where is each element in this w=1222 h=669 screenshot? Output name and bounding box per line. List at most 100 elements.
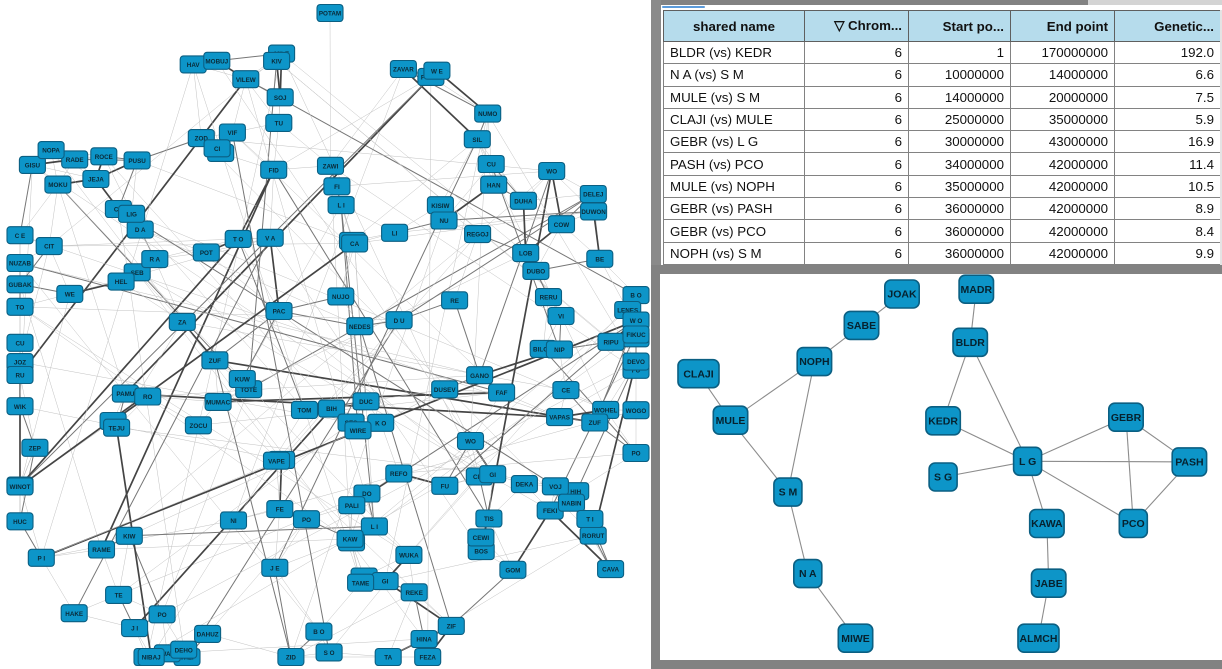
svg-text:KAW: KAW xyxy=(343,536,358,543)
svg-text:LOB: LOB xyxy=(519,251,533,258)
svg-text:RERU: RERU xyxy=(540,295,558,302)
svg-text:W O: W O xyxy=(630,318,643,325)
svg-text:RIPU: RIPU xyxy=(603,339,618,346)
svg-text:GI: GI xyxy=(382,579,389,586)
svg-text:PO: PO xyxy=(631,451,640,458)
svg-text:COW: COW xyxy=(554,222,569,229)
svg-text:P I: P I xyxy=(38,555,46,562)
svg-text:BOS: BOS xyxy=(474,549,488,556)
svg-text:DELEJ: DELEJ xyxy=(583,192,604,199)
svg-text:CA: CA xyxy=(350,241,360,248)
svg-text:DEHO: DEHO xyxy=(175,647,193,654)
svg-text:ZAVAR: ZAVAR xyxy=(393,67,414,74)
svg-text:PCO: PCO xyxy=(1122,518,1145,530)
svg-text:T I: T I xyxy=(586,517,594,524)
svg-text:S M: S M xyxy=(779,487,798,499)
svg-text:ZOCU: ZOCU xyxy=(189,423,207,430)
svg-text:CI: CI xyxy=(214,146,221,153)
svg-text:KUW: KUW xyxy=(235,377,250,384)
svg-text:PO: PO xyxy=(302,517,311,524)
svg-text:SOJ: SOJ xyxy=(274,95,287,102)
svg-text:TOM: TOM xyxy=(298,408,312,415)
svg-text:JOAK: JOAK xyxy=(887,289,917,301)
svg-text:RU: RU xyxy=(15,373,25,380)
svg-text:MOBUJ: MOBUJ xyxy=(205,58,228,65)
svg-text:RADE: RADE xyxy=(66,157,84,164)
svg-text:NIP: NIP xyxy=(554,347,565,354)
svg-text:MADR: MADR xyxy=(961,284,993,296)
svg-text:DUHA: DUHA xyxy=(514,198,533,205)
svg-text:GEBR: GEBR xyxy=(1111,412,1142,424)
svg-text:WIK: WIK xyxy=(14,404,27,411)
svg-text:HUC: HUC xyxy=(13,519,27,526)
svg-text:CIT: CIT xyxy=(44,244,54,251)
svg-text:NI: NI xyxy=(230,518,237,525)
svg-text:VAPAS: VAPAS xyxy=(549,415,570,422)
svg-text:D A: D A xyxy=(135,227,146,234)
svg-text:D U: D U xyxy=(394,318,405,325)
svg-text:FU: FU xyxy=(441,483,450,490)
svg-text:NOPH: NOPH xyxy=(799,356,829,368)
svg-text:V A: V A xyxy=(265,235,276,242)
svg-text:KAWA: KAWA xyxy=(1031,518,1063,530)
svg-text:MUMAC: MUMAC xyxy=(206,400,231,407)
svg-text:TU: TU xyxy=(275,121,284,128)
svg-text:J E: J E xyxy=(270,565,279,572)
svg-text:L I: L I xyxy=(371,524,378,531)
svg-text:R A: R A xyxy=(149,257,160,264)
svg-text:CAVA: CAVA xyxy=(602,567,619,574)
svg-text:PAMU: PAMU xyxy=(116,391,135,398)
svg-text:NABIN: NABIN xyxy=(562,500,582,507)
svg-text:RO: RO xyxy=(143,394,153,401)
svg-text:FE: FE xyxy=(276,507,284,514)
svg-text:W E: W E xyxy=(431,68,443,75)
svg-text:TEJU: TEJU xyxy=(109,425,126,432)
svg-text:RORUT: RORUT xyxy=(582,533,605,540)
svg-text:HAV: HAV xyxy=(187,62,201,69)
svg-text:ZUF: ZUF xyxy=(209,358,221,365)
svg-text:MIWE: MIWE xyxy=(841,633,870,645)
svg-text:ALMCH: ALMCH xyxy=(1020,633,1058,645)
svg-text:POTAM: POTAM xyxy=(319,11,341,18)
svg-text:CLAJI: CLAJI xyxy=(683,368,713,380)
svg-text:TE: TE xyxy=(115,593,123,600)
svg-text:TA: TA xyxy=(384,655,392,662)
svg-text:GOM: GOM xyxy=(505,567,520,574)
svg-text:HAKE: HAKE xyxy=(65,611,83,618)
svg-text:PO: PO xyxy=(158,612,167,619)
svg-text:SIL: SIL xyxy=(472,137,482,144)
svg-text:B O: B O xyxy=(630,293,641,300)
svg-text:MULE: MULE xyxy=(716,415,746,427)
svg-text:S G: S G xyxy=(934,472,952,484)
svg-text:NU: NU xyxy=(439,218,449,225)
svg-text:BIH: BIH xyxy=(326,406,337,413)
svg-text:FID: FID xyxy=(269,167,280,174)
svg-text:CEWI: CEWI xyxy=(473,535,490,542)
svg-text:CU: CU xyxy=(15,340,25,347)
svg-text:TAME: TAME xyxy=(352,580,369,587)
svg-text:ZID: ZID xyxy=(286,655,297,662)
svg-text:L I: L I xyxy=(337,203,344,210)
svg-text:FI: FI xyxy=(334,184,340,191)
svg-text:REKE: REKE xyxy=(405,590,423,597)
svg-text:TIS: TIS xyxy=(484,516,494,523)
svg-text:GISU: GISU xyxy=(25,163,41,170)
svg-text:VOJ: VOJ xyxy=(549,484,562,491)
svg-text:WE: WE xyxy=(65,292,75,299)
svg-text:FEKI: FEKI xyxy=(543,508,558,515)
svg-text:DEVO: DEVO xyxy=(627,359,645,366)
svg-text:FIKUC: FIKUC xyxy=(626,332,646,339)
svg-text:LIG: LIG xyxy=(126,211,137,218)
svg-text:WOGO: WOGO xyxy=(626,408,647,415)
svg-text:RAME: RAME xyxy=(92,547,111,554)
svg-text:NUMO: NUMO xyxy=(478,111,497,118)
svg-text:ZA: ZA xyxy=(178,320,187,327)
svg-text:POT: POT xyxy=(200,250,213,257)
svg-text:VILEW: VILEW xyxy=(236,77,256,84)
svg-text:ZAWI: ZAWI xyxy=(323,163,339,170)
svg-text:WUKA: WUKA xyxy=(399,553,419,560)
svg-text:ROCE: ROCE xyxy=(95,154,113,161)
svg-text:PASH: PASH xyxy=(1175,457,1203,469)
svg-text:LI: LI xyxy=(392,230,398,237)
svg-text:T O: T O xyxy=(233,237,244,244)
